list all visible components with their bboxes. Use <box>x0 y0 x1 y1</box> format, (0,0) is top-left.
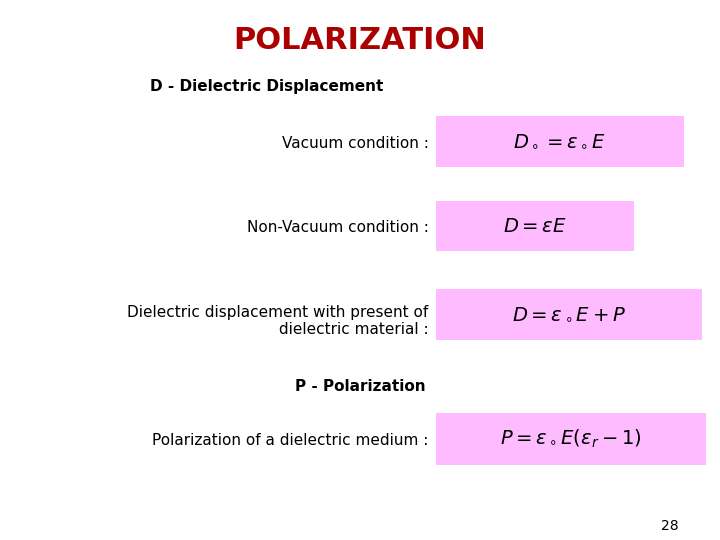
Text: POLARIZATION: POLARIZATION <box>233 26 487 55</box>
Text: Non-Vacuum condition :: Non-Vacuum condition : <box>246 220 428 235</box>
FancyBboxPatch shape <box>436 413 706 465</box>
Text: P - Polarization: P - Polarization <box>294 379 426 394</box>
FancyBboxPatch shape <box>436 289 702 340</box>
Text: Dielectric displacement with present of
         dielectric material :: Dielectric displacement with present of … <box>127 305 428 338</box>
FancyBboxPatch shape <box>436 116 684 167</box>
Text: $D_\circ = \varepsilon_\circ E$: $D_\circ = \varepsilon_\circ E$ <box>513 132 606 151</box>
Text: D - Dielectric Displacement: D - Dielectric Displacement <box>150 79 383 94</box>
Text: Polarization of a dielectric medium :: Polarization of a dielectric medium : <box>152 433 428 448</box>
Text: $D = \varepsilon E$: $D = \varepsilon E$ <box>503 217 567 236</box>
Text: 28: 28 <box>661 519 678 534</box>
Text: $D = \varepsilon_\circ E + P$: $D = \varepsilon_\circ E + P$ <box>512 305 626 324</box>
Text: $P = \varepsilon_\circ E(\varepsilon_r - 1)$: $P = \varepsilon_\circ E(\varepsilon_r -… <box>500 428 642 450</box>
FancyBboxPatch shape <box>436 201 634 251</box>
Text: Vacuum condition :: Vacuum condition : <box>282 136 428 151</box>
